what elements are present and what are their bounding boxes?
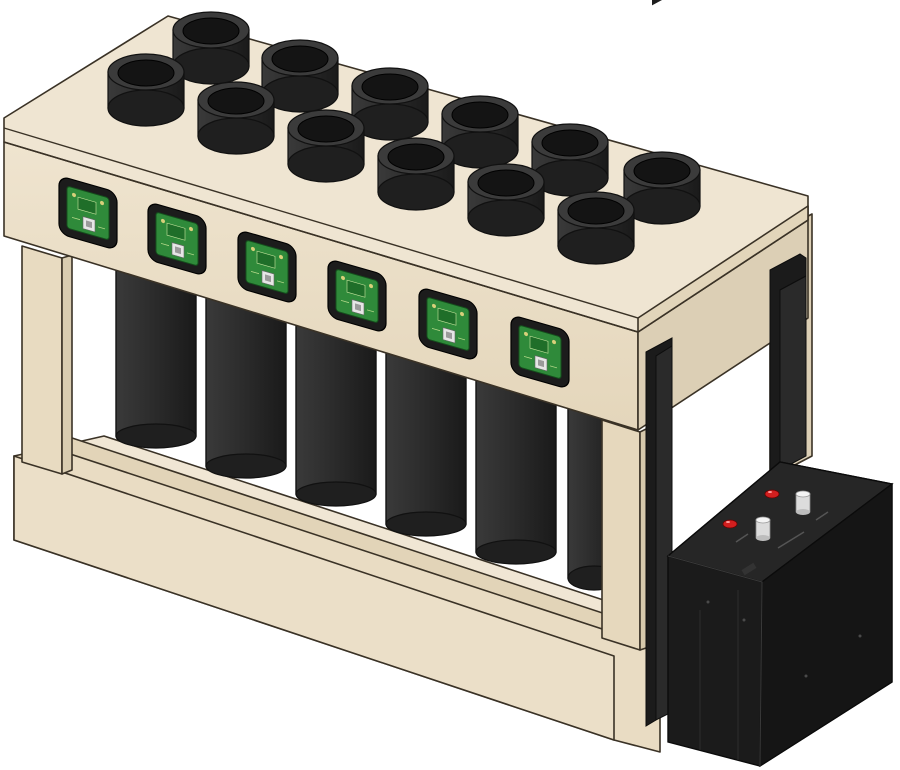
pcb-module-3 <box>237 231 297 303</box>
pcb-module-5 <box>418 288 478 360</box>
pcb-module-row <box>58 177 570 388</box>
top-tube-opening-5 <box>531 123 609 197</box>
pcb-module-2 <box>147 203 207 275</box>
top-tube-opening-7 <box>107 53 185 127</box>
front-right-post <box>601 419 653 651</box>
top-tube-opening-6 <box>623 151 701 225</box>
top-tube-opening-11 <box>467 163 545 237</box>
top-tube-opening-4 <box>441 95 519 169</box>
top-tube-opening-1 <box>172 11 250 85</box>
top-tube-opening-12 <box>557 191 635 265</box>
pcb-module-1 <box>58 177 118 249</box>
red-button-left[interactable] <box>722 519 738 529</box>
red-button-right[interactable] <box>764 489 780 499</box>
top-tube-opening-9 <box>287 109 365 183</box>
top-tube-opening-8 <box>197 81 275 155</box>
knob-right[interactable] <box>795 490 811 515</box>
side-rail-rear <box>769 253 807 477</box>
base-platform <box>13 433 661 753</box>
front-left-post <box>21 245 73 475</box>
top-tube-opening-10 <box>377 137 455 211</box>
knob-left[interactable] <box>755 516 771 541</box>
control-box <box>666 461 894 768</box>
top-tube-opening-3 <box>351 67 429 141</box>
top-tube-openings <box>107 11 701 265</box>
pcb-module-4 <box>327 260 387 332</box>
top-tube-opening-2 <box>261 39 339 113</box>
pcb-module-6 <box>510 316 570 388</box>
